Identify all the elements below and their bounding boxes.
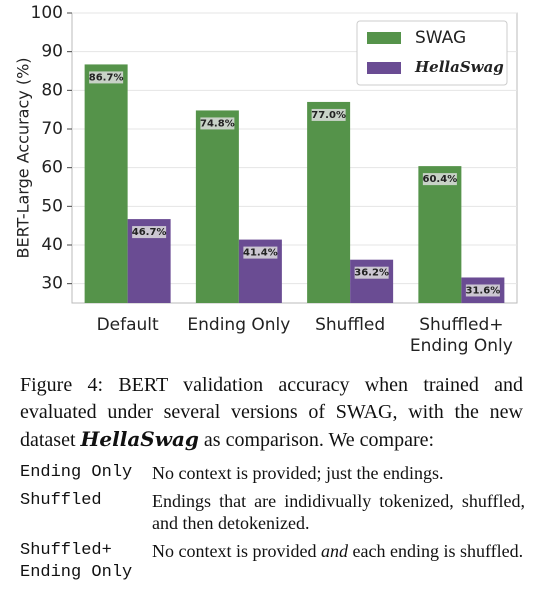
x-tick-label: Default: [97, 315, 159, 335]
x-tick-label: Shuffled+ Ending Only: [410, 315, 513, 356]
bar: [307, 101, 351, 303]
value-label-box: [243, 246, 278, 259]
definition-row: Ending Only No context is provided; just …: [20, 462, 525, 484]
term: Shuffled: [20, 491, 102, 510]
y-tick-label: 30: [41, 274, 63, 294]
y-axis-label: BERT-Large Accuracy (%): [14, 57, 33, 258]
value-label: 41.4%: [243, 248, 278, 259]
y-tick-label: 50: [41, 196, 63, 216]
description-text: No context is provided; just the endings…: [152, 463, 444, 483]
value-label: 86.7%: [89, 72, 124, 83]
legend-label: SWAG: [415, 28, 466, 48]
definition-row: Shuffled+ Ending Only No context is provi…: [20, 540, 525, 584]
bar: [418, 166, 462, 303]
y-tick-label: 60: [41, 158, 63, 178]
value-label: 74.8%: [200, 118, 235, 129]
x-tick-label: Ending Only: [187, 315, 290, 335]
description-text: Endings that are indidivually tokenized,…: [152, 491, 525, 533]
description: No context is provided and each ending i…: [152, 540, 525, 584]
y-tick-label: 100: [31, 3, 63, 23]
bar: [195, 110, 239, 303]
value-label: 36.2%: [354, 268, 389, 279]
value-label-box: [465, 284, 500, 297]
description-emphasis: and: [320, 541, 348, 561]
y-tick-label: 90: [41, 42, 63, 62]
legend-swatch: [367, 62, 401, 74]
y-tick-label: 80: [41, 80, 63, 100]
y-tick-label: 40: [41, 235, 63, 255]
value-label: 31.6%: [466, 285, 501, 296]
caption-text: BERT validation accuracy when trained an…: [20, 374, 523, 451]
description: Endings that are indidivually tokenized,…: [152, 490, 525, 534]
legend-swatch: [367, 32, 401, 44]
value-label-box: [200, 117, 235, 130]
caption: Figure 4: BERT validation accuracy when …: [20, 372, 523, 454]
bar: [84, 64, 128, 303]
value-label: 46.7%: [132, 227, 167, 238]
value-label-box: [89, 71, 124, 84]
term: Ending Only: [20, 463, 133, 482]
description: No context is provided; just the endings…: [152, 462, 525, 484]
chart: BERT-Large Accuracy (%) 30 40 50 60 70 80 90 10…: [14, 3, 518, 356]
value-label: 77.0%: [311, 110, 346, 121]
value-label-box: [311, 108, 346, 121]
description-text: each ending is shuffled.: [352, 541, 524, 561]
definition-row: Shuffled Endings that are indidivually to…: [20, 490, 525, 534]
value-label: 60.4%: [423, 174, 458, 185]
term: Shuffled+ Ending Only: [20, 541, 133, 582]
caption-text: as comparison. We compare:: [203, 429, 435, 451]
value-label-box: [422, 173, 457, 186]
x-tick-label: Shuffled: [315, 315, 385, 335]
value-label-box: [132, 226, 167, 239]
y-tick-label: 70: [41, 119, 63, 139]
legend-label: HellaSwag: [414, 58, 504, 76]
value-label-box: [354, 266, 389, 279]
dataset-name: HellaSwag: [80, 427, 199, 451]
bar: [350, 259, 394, 303]
description-text: No context is provided: [152, 541, 317, 561]
caption-label: Figure 4:: [20, 374, 104, 396]
definition-list: Ending Only No context is provided; just …: [20, 462, 525, 590]
